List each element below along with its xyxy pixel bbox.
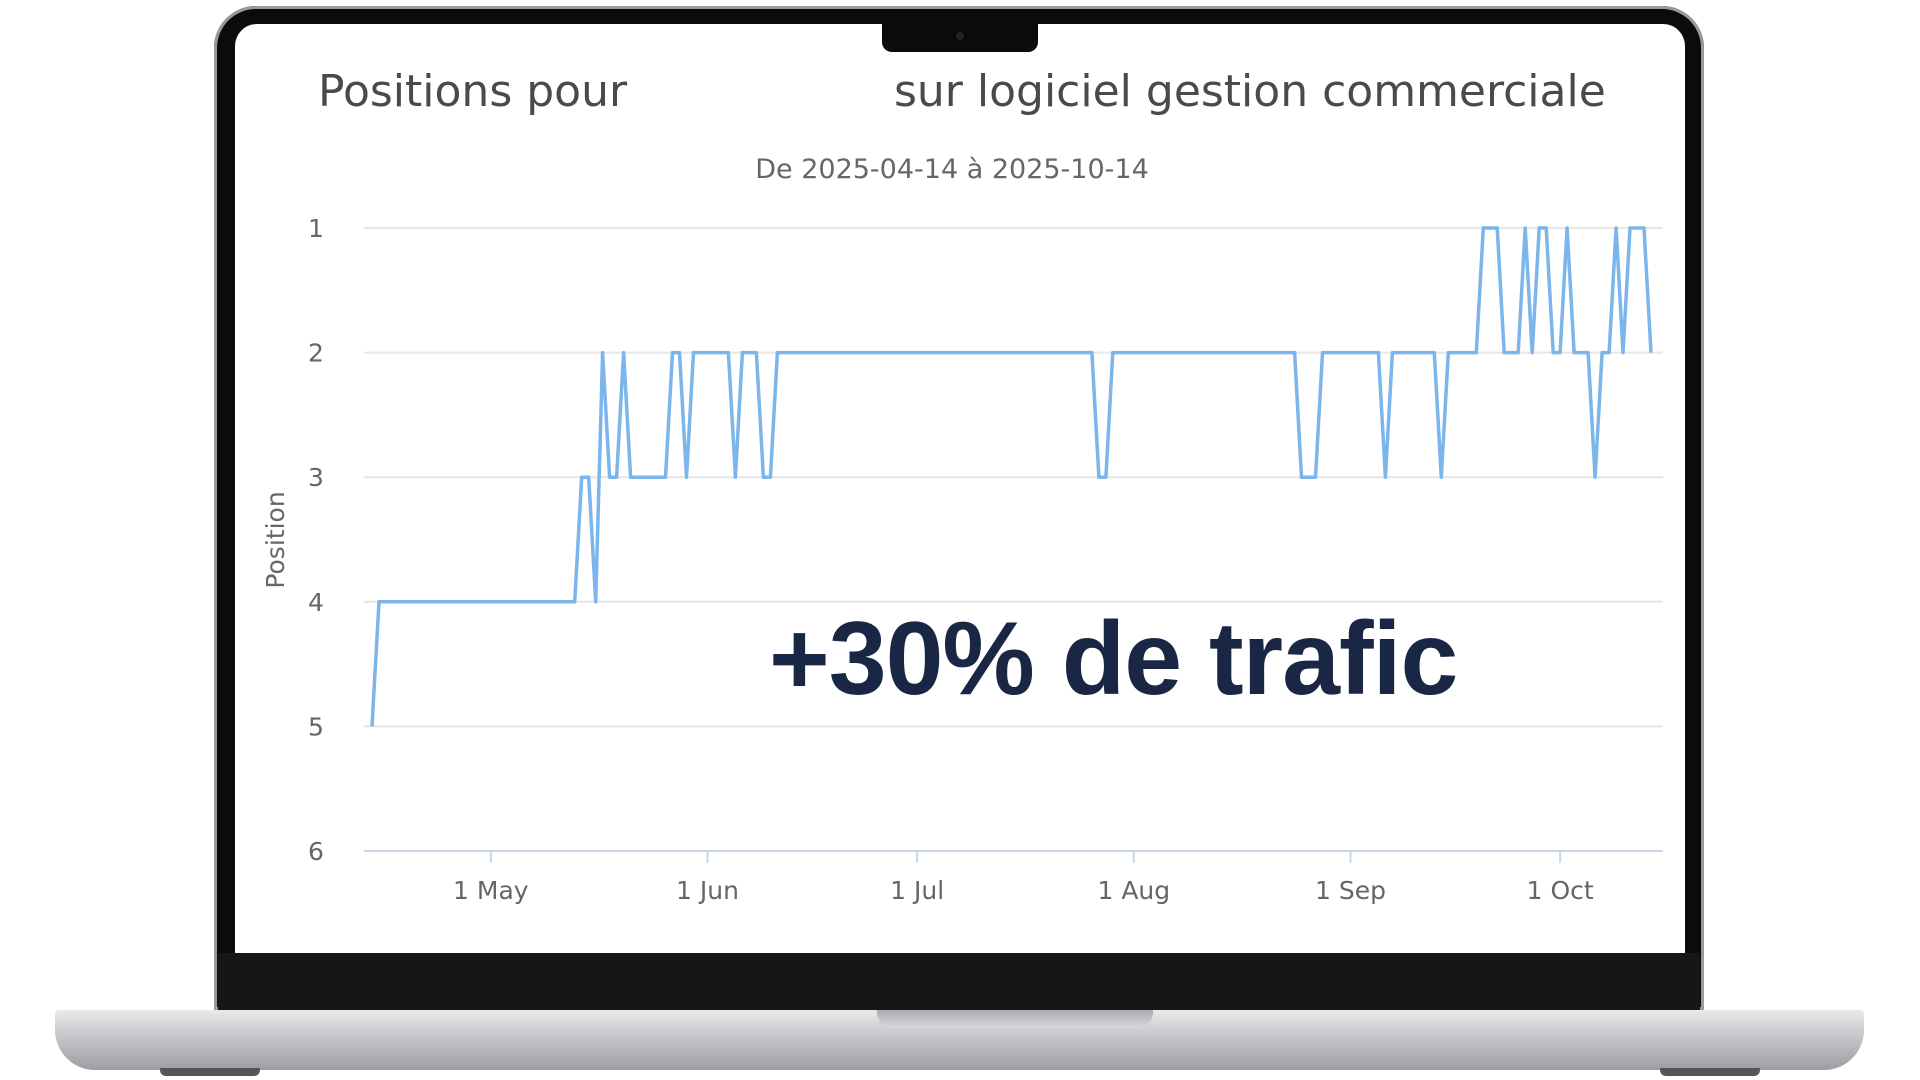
traffic-overlay-text: +30% de trafic [769,601,1458,717]
laptop-hinge [218,953,1700,1010]
y-tick-label: 2 [308,339,324,368]
laptop-foot [1660,1068,1760,1076]
x-tick-label: 1 May [453,876,529,905]
x-tick-label: 1 Jun [676,876,739,905]
lid-opening-groove [877,1010,1153,1028]
camera-notch [882,24,1038,52]
chart-title-suffix: sur logiciel gestion commerciale [894,66,1606,117]
x-tick-label: 1 Oct [1527,876,1594,905]
laptop-screen [235,24,1685,953]
laptop-foot [160,1068,260,1076]
chart-title-prefix: Positions pour [318,66,628,117]
y-tick-label: 3 [308,463,324,492]
y-tick-label: 4 [308,588,324,617]
laptop-base [55,1010,1864,1070]
y-tick-label: 5 [308,712,324,741]
position-series-line [370,226,1653,727]
chart-subtitle: De 2025-04-14 à 2025-10-14 [755,154,1149,185]
x-tick-label: 1 Jul [890,876,944,905]
x-tick-label: 1 Sep [1315,876,1386,905]
y-axis-label: Position [261,491,290,588]
camera-icon [956,32,964,40]
x-tick-label: 1 Aug [1097,876,1170,905]
y-tick-label: 6 [308,837,324,866]
y-tick-label: 1 [308,214,324,243]
